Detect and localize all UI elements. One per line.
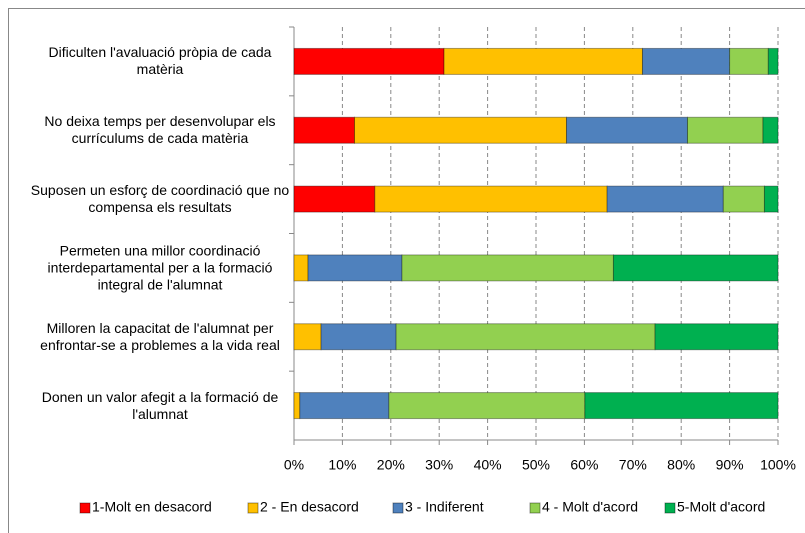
legend-label: 4 - Molt d'acord: [542, 499, 638, 515]
bar-segment: [443, 47, 643, 75]
bar-segment: [374, 185, 608, 213]
bar-segment: [354, 116, 567, 144]
x-tick-label: 30%: [425, 457, 453, 473]
legend-marker: [664, 502, 676, 514]
category-label: Suposen un esforç de coordinació que no …: [30, 182, 290, 216]
category-label: Permeten una millor coordinació interdep…: [47, 242, 273, 293]
x-tick-label: 70%: [619, 457, 647, 473]
bar-segment: [763, 185, 779, 213]
x-tick-label: 100%: [760, 457, 796, 473]
x-tick-label: 40%: [474, 457, 502, 473]
bar-segment: [401, 254, 614, 282]
bar-segment: [293, 185, 376, 213]
x-tick-label: 50%: [522, 457, 550, 473]
legend-label: 1-Molt en desacord: [92, 499, 212, 515]
bar-segment: [722, 185, 765, 213]
category-label: No deixa temps per desenvolupar els curr…: [44, 113, 276, 147]
x-tick-label: 0%: [284, 457, 304, 473]
bar-segment: [320, 323, 397, 351]
x-tick-label: 20%: [377, 457, 405, 473]
legend-marker: [79, 502, 91, 514]
legend-label: 3 - Indiferent: [405, 499, 484, 515]
category-label: Milloren la capacitat de l'alumnat per e…: [40, 319, 280, 353]
bar-segment: [293, 392, 301, 420]
category-label: Donen un valor afegit a la formació de l…: [41, 388, 279, 422]
bar-segment: [388, 392, 586, 420]
bar-segment: [612, 254, 779, 282]
bar-segment: [686, 116, 764, 144]
legend-marker: [247, 502, 259, 514]
bar-segment: [606, 185, 724, 213]
legend-label: 5-Molt d'acord: [677, 499, 765, 515]
legend-marker: [529, 502, 541, 514]
bar-segment: [307, 254, 403, 282]
x-tick-label: 90%: [716, 457, 744, 473]
bar-segment: [641, 47, 731, 75]
bar-segment: [654, 323, 779, 351]
legend-marker: [392, 502, 404, 514]
x-tick-label: 10%: [328, 457, 356, 473]
bar-segment: [584, 392, 779, 420]
bar-segment: [762, 116, 779, 144]
bar-segment: [565, 116, 688, 144]
x-tick-label: 80%: [667, 457, 695, 473]
bar-segment: [299, 392, 390, 420]
bar-segment: [395, 323, 656, 351]
x-tick-label: 60%: [570, 457, 598, 473]
bar-segment: [293, 47, 445, 75]
chart-border: [8, 8, 805, 533]
bar-segment: [293, 254, 309, 282]
bar-segment: [729, 47, 769, 75]
legend-label: 2 - En desacord: [260, 499, 359, 515]
bar-segment: [293, 116, 355, 144]
bar-segment: [767, 47, 779, 75]
category-label: Dificulten l'avaluació pròpia de cada ma…: [48, 44, 272, 78]
bar-segment: [293, 323, 322, 351]
